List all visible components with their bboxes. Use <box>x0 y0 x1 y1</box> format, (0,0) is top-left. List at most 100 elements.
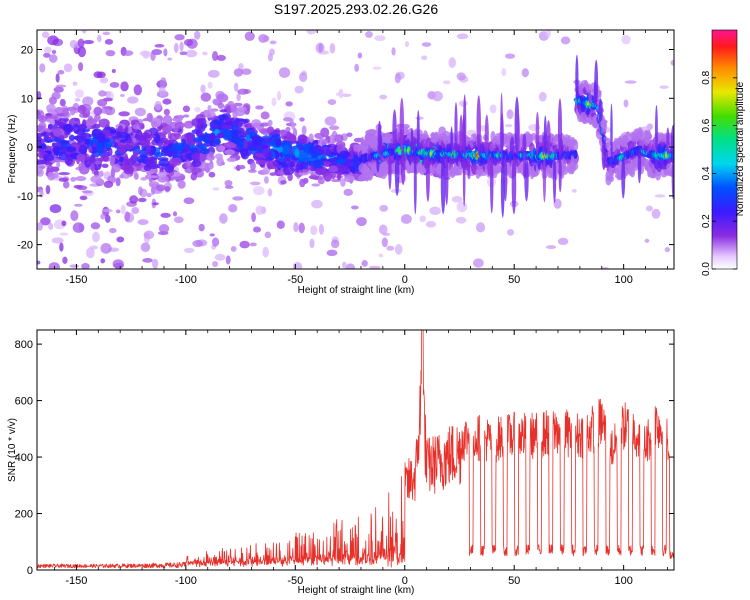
spectrogram-noise-cell <box>571 189 577 193</box>
spectrogram-frame <box>36 29 675 270</box>
spectrogram-cell <box>329 125 340 131</box>
spectrogram-cell <box>272 163 280 167</box>
spectrogram-cell <box>158 131 168 136</box>
spectrogram-cell <box>103 97 113 102</box>
spectrogram-cell <box>109 130 117 134</box>
spectrogram-noise-cell <box>154 100 162 111</box>
spectrogram-noise-cell <box>285 101 293 107</box>
spectrogram-noise-cell <box>37 222 43 231</box>
spectrogram-noise-cell <box>124 211 131 222</box>
spectrogram-cell <box>171 157 182 166</box>
spectrogram-cell <box>238 121 244 127</box>
spectrogram-cell <box>98 118 110 128</box>
spectrogram-noise-cell <box>232 196 244 201</box>
spectrogram-noise-cell <box>133 84 142 96</box>
spectrogram-cell <box>314 132 325 140</box>
spectrogram-cell <box>312 159 324 169</box>
spectrogram-cell <box>173 128 179 133</box>
spectrogram-noise-cell <box>237 88 249 95</box>
spectrogram-streak <box>655 104 658 155</box>
spectrogram-cell <box>75 176 87 182</box>
spectrogram-noise-cell <box>456 201 468 213</box>
spectrogram-cell <box>206 155 211 159</box>
spectrogram-cell <box>58 135 65 140</box>
spectrogram-noise-cell <box>251 212 256 223</box>
spectrogram-cell <box>232 111 238 119</box>
spectrogram-noise-cell <box>419 215 427 223</box>
spectrogram-cell <box>333 134 344 143</box>
spectrogram-noise-cell <box>209 233 215 237</box>
spectrogram-cell <box>148 165 160 169</box>
spectrogram-noise-cell <box>318 43 323 53</box>
spectrogram-ytick-label: -20 <box>17 240 33 252</box>
spectrogram-cell <box>65 146 77 153</box>
spectrogram-streak <box>558 155 562 193</box>
spectrogram-cell <box>117 125 123 133</box>
spectrogram-cell <box>146 112 154 122</box>
spectrogram-noise-cell <box>233 82 239 92</box>
spectrogram-cell <box>184 159 192 169</box>
spectrogram-noise-cell <box>553 198 562 209</box>
spectrogram-noise-cell <box>326 249 338 257</box>
spectrogram-noise-cell <box>194 106 201 113</box>
spectrogram-cell <box>279 129 287 137</box>
spectrogram-ytick-label: 0 <box>27 142 33 154</box>
spectrogram-streak <box>593 79 597 106</box>
spectrogram-cell <box>280 180 287 185</box>
spectrogram-cell <box>222 123 233 130</box>
spectrogram-streak <box>522 133 527 156</box>
spectrogram-streak <box>588 89 592 105</box>
spectrogram-noise-cell <box>78 62 84 72</box>
spectrogram-cell <box>158 158 170 167</box>
spectrogram-cell <box>224 120 234 126</box>
spectrogram-cell <box>84 158 92 168</box>
spectrogram-noise-cell <box>239 240 250 249</box>
spectrogram-cell <box>46 118 54 123</box>
spectrogram-cell <box>76 153 86 161</box>
spectrogram-streak <box>546 120 551 156</box>
spectrogram-noise-cell <box>63 63 73 73</box>
spectrogram-noise-cell <box>489 104 497 114</box>
spectrogram-streak <box>388 152 392 190</box>
spectrogram-cell <box>62 180 70 189</box>
spectrogram-xtick-label: 0 <box>402 274 408 286</box>
spectrogram-cell <box>146 175 159 179</box>
spectrogram-noise-cell <box>451 195 463 203</box>
spectrogram-cell <box>606 137 611 147</box>
spectrogram-cell <box>81 190 93 194</box>
spectrogram-cell <box>37 159 48 165</box>
spectrogram-noise-cell <box>102 31 111 36</box>
spectrogram-cell <box>203 136 211 144</box>
spectrogram-noise-cell <box>79 195 88 201</box>
spectrogram-cell <box>204 110 216 118</box>
spectrogram-cell <box>38 143 47 150</box>
spectrogram-streak <box>500 92 503 156</box>
spectrogram-cell <box>177 180 186 189</box>
spectrogram-cell <box>298 142 303 148</box>
spectrogram-noise-cell <box>244 31 255 42</box>
spectrogram-cell <box>328 165 338 173</box>
spectrogram-streak <box>467 154 471 177</box>
spectrogram-streak <box>425 153 430 202</box>
spectrogram-cell <box>196 118 207 125</box>
spectrogram-noise-cell <box>255 205 265 215</box>
spectrogram-cell <box>266 152 273 158</box>
spectrogram-noise-cell <box>504 53 516 59</box>
spectrogram-cell <box>250 145 257 151</box>
spectrogram-noise-cell <box>219 213 228 224</box>
colorbar-tick-label: 0.2 <box>701 214 712 228</box>
spectrogram-noise-cell <box>506 109 514 120</box>
spectrogram-noise-cell <box>361 260 368 267</box>
spectrogram-noise-cell <box>115 209 121 214</box>
spectrogram-cell <box>344 159 353 164</box>
snr-xtick-label: 0 <box>402 575 408 587</box>
spectrogram-cell <box>262 137 272 143</box>
spectrogram-cell <box>158 145 163 150</box>
spectrogram-cell <box>308 175 318 180</box>
spectrogram-noise-cell <box>391 47 396 56</box>
spectrogram-cell <box>103 180 114 188</box>
spectrogram-noise-cell <box>159 77 167 88</box>
spectrogram-cell <box>101 163 109 169</box>
spectrogram-noise-cell <box>92 231 100 243</box>
